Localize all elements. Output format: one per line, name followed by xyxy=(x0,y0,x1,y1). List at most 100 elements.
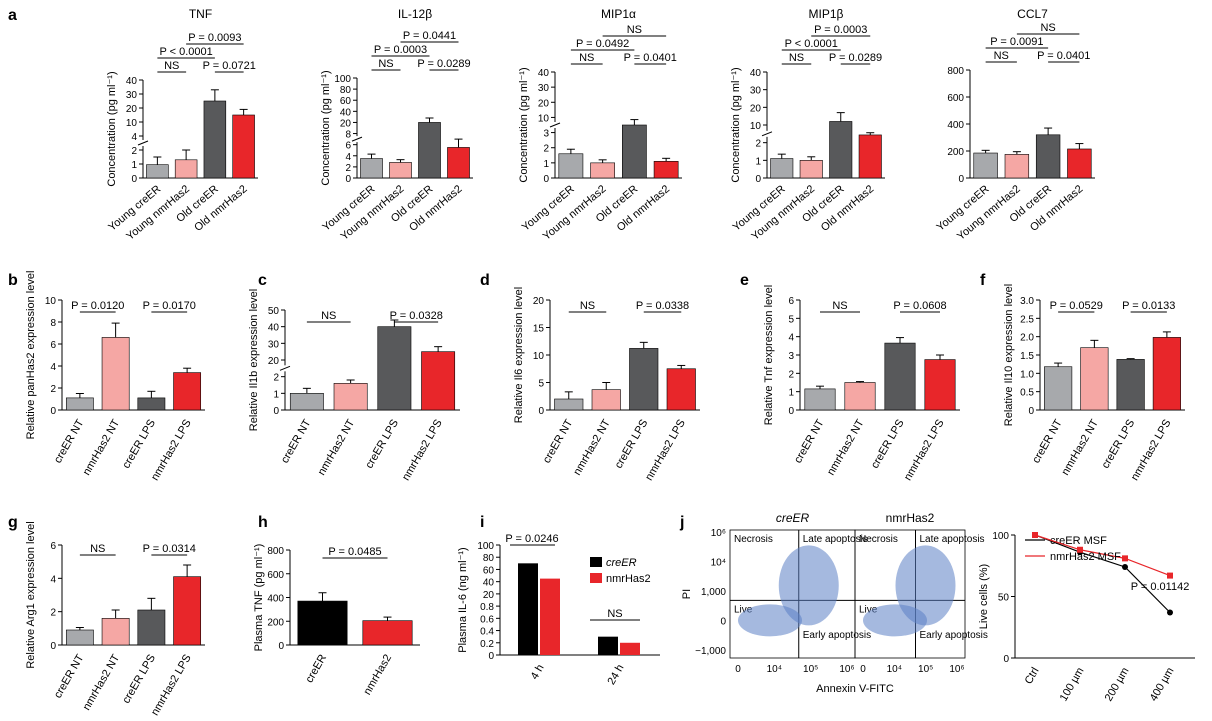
y-tick-label: 2.0 xyxy=(1020,333,1034,344)
panel-letter: c xyxy=(258,272,267,289)
y-tick-label: 4 xyxy=(788,333,794,344)
y-axis-label: PI xyxy=(681,589,693,599)
x-axis-label: Annexin V-FITC xyxy=(816,683,894,695)
y-tick-label: 20 xyxy=(268,356,280,367)
y-axis-label: Relative Il10 expression level xyxy=(1003,284,1015,426)
y-tick-label: 10 xyxy=(750,121,762,132)
panel-letter: f xyxy=(980,272,986,289)
y-tick-label: 1.0 xyxy=(1020,369,1034,380)
y-axis-label: Plasma IL-6 (ng ml⁻¹) xyxy=(457,547,469,652)
x-tick-label: nmrHas2 LPS xyxy=(902,418,947,483)
x-tick-label: nmrHas2 NT xyxy=(825,417,867,477)
x-tick-label: nmrHas2 LPS xyxy=(400,418,445,483)
x-tick-label: 10⁶ xyxy=(839,664,854,675)
bar xyxy=(554,398,584,411)
x-tick-label: nmrHas2 NT xyxy=(571,417,613,477)
y-tick-label: 200 xyxy=(267,617,284,628)
y-tick-label: 60 xyxy=(340,96,352,107)
y-tick-label: 2 xyxy=(50,384,56,395)
significance-label: NS xyxy=(321,310,336,322)
y-tick-label: 0 xyxy=(755,174,761,185)
bar xyxy=(174,159,198,179)
y-tick-label: 20 xyxy=(126,104,138,115)
significance-label: P = 0.0314 xyxy=(143,543,196,555)
bar xyxy=(858,134,882,179)
bar xyxy=(362,620,413,646)
significance-label: P = 0.0721 xyxy=(203,60,256,72)
x-tick-label: 10⁶ xyxy=(949,664,964,675)
bar xyxy=(518,563,538,655)
x-tick-label: creER NT xyxy=(792,417,827,465)
y-tick-label: 40 xyxy=(340,107,352,118)
x-tick-label: 0 xyxy=(860,664,866,675)
bar xyxy=(558,153,584,179)
legend-label: nmrHas2 xyxy=(606,573,651,585)
y-tick-label: 1,000 xyxy=(701,587,726,598)
scatter-cloud xyxy=(863,604,927,637)
bar xyxy=(591,389,621,411)
y-tick-label: 0 xyxy=(345,174,351,185)
y-tick-label: 40 xyxy=(268,323,280,334)
x-tick-label: nmrHas2 LPS xyxy=(643,418,688,483)
quadrant-label: Late apoptosis xyxy=(803,534,868,545)
x-tick-label: nmrHas2 LPS xyxy=(149,418,194,483)
y-axis-label: Concentration (pg ml⁻¹) xyxy=(106,71,118,186)
y-tick-label: 400 xyxy=(267,594,284,605)
y-tick-label: 800 xyxy=(947,66,964,77)
axis-break-mark xyxy=(279,365,291,371)
data-point xyxy=(1122,555,1128,562)
significance-label: P = 0.0093 xyxy=(188,32,241,44)
y-tick-label: 15 xyxy=(533,324,545,335)
y-tick-label: 2 xyxy=(50,608,56,619)
significance-label: P = 0.0328 xyxy=(390,310,443,322)
significance-label: NS xyxy=(579,52,594,64)
bar xyxy=(289,393,324,411)
bar xyxy=(203,100,227,179)
x-tick-label: 10⁴ xyxy=(887,664,902,675)
y-tick-label: 3 xyxy=(543,129,549,140)
x-tick-label: nmrHas2 NT xyxy=(1059,417,1101,477)
bar xyxy=(173,576,202,646)
y-axis-label: Relative Tnf expression level xyxy=(763,285,775,425)
flow-frame xyxy=(854,529,966,659)
bar xyxy=(447,147,470,179)
significance-label: P < 0.0001 xyxy=(159,46,212,58)
legend-label: creER xyxy=(606,557,637,569)
x-tick-label: 10⁴ xyxy=(767,664,782,675)
x-tick-label: 10⁵ xyxy=(918,664,933,675)
bar xyxy=(1116,359,1145,411)
y-tick-label: 20 xyxy=(340,118,352,129)
y-tick-label: 6 xyxy=(50,541,56,552)
significance-label: NS xyxy=(378,58,393,70)
y-tick-label: 0 xyxy=(50,406,56,417)
panel-letter: i xyxy=(480,514,484,531)
y-tick-label: 0.5 xyxy=(1020,388,1034,399)
y-axis-label: Concentration (pg ml⁻¹) xyxy=(320,70,332,185)
significance-label: P = 0.0529 xyxy=(1050,300,1103,312)
bar xyxy=(598,636,618,655)
y-tick-label: 0 xyxy=(1028,406,1034,417)
y-tick-label: 30 xyxy=(268,339,280,350)
panel-letter: a xyxy=(8,7,17,24)
panel-letter: h xyxy=(258,514,268,531)
x-tick-label: 200 µm xyxy=(1103,666,1132,704)
y-tick-label: 4 xyxy=(50,574,56,585)
chart-title: IL-12β xyxy=(398,7,432,21)
bar xyxy=(620,642,640,655)
data-point xyxy=(1167,572,1173,579)
series-line xyxy=(1034,534,1171,613)
y-tick-label: 20 xyxy=(533,296,545,307)
y-tick-label: 2 xyxy=(543,144,549,155)
y-tick-label: 40 xyxy=(126,76,138,87)
significance-label: P = 0.0608 xyxy=(893,300,946,312)
x-tick-label: 400 µm xyxy=(1148,666,1177,704)
y-tick-label: 0.2 xyxy=(480,639,494,650)
y-tick-label: 10 xyxy=(126,118,138,129)
y-tick-label: 30 xyxy=(126,90,138,101)
y-tick-label: 5 xyxy=(788,314,794,325)
quadrant-label: Late apoptosis xyxy=(920,534,985,545)
bar xyxy=(65,629,94,646)
bar xyxy=(101,337,130,411)
x-tick-label: 0 xyxy=(735,664,741,675)
